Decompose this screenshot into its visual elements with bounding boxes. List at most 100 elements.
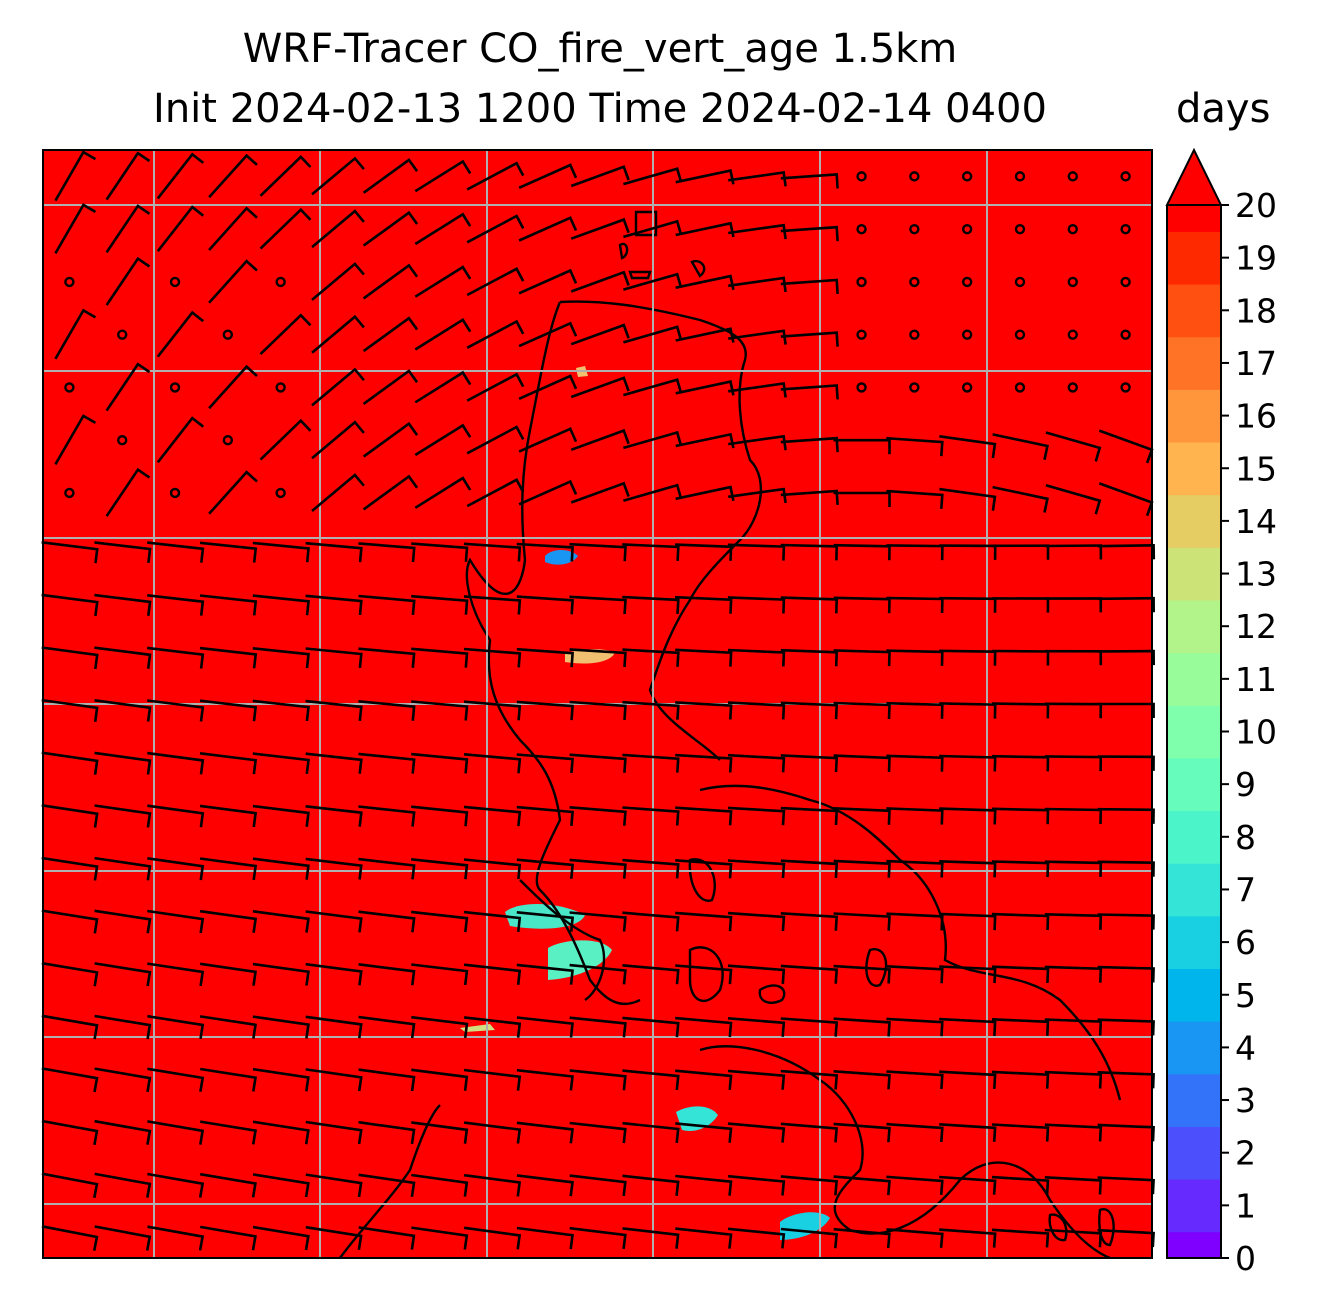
wind-barb bbox=[199, 1172, 257, 1198]
wind-barb bbox=[252, 857, 310, 880]
colorbar-tick-label: 0 bbox=[1235, 1239, 1256, 1278]
wind-barb bbox=[833, 807, 891, 825]
wind-barb bbox=[780, 173, 839, 189]
wind-barb bbox=[305, 857, 363, 880]
wind-barb bbox=[463, 1173, 522, 1197]
wind-barb bbox=[94, 699, 152, 722]
wind-barb bbox=[780, 278, 839, 294]
wind-barb bbox=[780, 912, 839, 931]
wind-barb bbox=[623, 430, 683, 450]
wind-barb bbox=[1097, 1018, 1155, 1036]
coastline-island bbox=[690, 259, 706, 278]
wind-barb bbox=[305, 962, 363, 986]
wind-barb bbox=[1044, 1176, 1103, 1195]
calm-wind-marker bbox=[1120, 223, 1131, 235]
wind-barb bbox=[622, 595, 680, 614]
colorbar-band bbox=[1167, 678, 1221, 706]
colorbar-band bbox=[1167, 205, 1221, 232]
wind-barb bbox=[414, 370, 472, 404]
wind-barb bbox=[208, 364, 258, 410]
wind-barb bbox=[728, 276, 787, 293]
wind-barb bbox=[727, 1174, 786, 1196]
calm-wind-marker bbox=[1120, 382, 1131, 393]
calm-wind-marker bbox=[909, 223, 920, 235]
calm-wind-marker bbox=[961, 329, 973, 340]
wind-barb bbox=[727, 964, 786, 984]
wind-barb bbox=[569, 1016, 627, 1038]
wind-barb bbox=[463, 805, 522, 827]
wind-barb bbox=[675, 911, 733, 932]
wind-barb bbox=[518, 268, 578, 295]
wind-barb bbox=[780, 964, 839, 984]
wind-barb bbox=[675, 1122, 733, 1143]
calm-wind-marker bbox=[169, 487, 181, 499]
wind-barb bbox=[358, 910, 416, 933]
colorbar-band bbox=[1167, 468, 1221, 496]
wind-barb bbox=[305, 1225, 363, 1251]
wind-barb bbox=[411, 752, 469, 774]
calm-wind-marker bbox=[222, 434, 234, 446]
wind-barb bbox=[147, 646, 205, 669]
wind-barb bbox=[623, 325, 683, 344]
wind-barb bbox=[411, 910, 469, 933]
wind-barb bbox=[199, 909, 258, 933]
colorbar-tick-label: 10 bbox=[1235, 713, 1277, 752]
wind-barb bbox=[1045, 431, 1102, 462]
wind-barb bbox=[570, 270, 630, 293]
calm-wind-marker bbox=[961, 276, 973, 288]
wind-barb bbox=[466, 161, 525, 191]
wind-barb bbox=[358, 700, 416, 721]
calm-wind-marker bbox=[961, 382, 973, 393]
wind-barb bbox=[570, 165, 630, 188]
wind-barb bbox=[94, 646, 152, 669]
wind-barb bbox=[675, 753, 733, 773]
wind-barb bbox=[105, 256, 151, 306]
wind-barb bbox=[675, 1227, 733, 1249]
wind-barb bbox=[463, 647, 522, 668]
colorbar-band bbox=[1167, 1021, 1221, 1048]
wind-barb bbox=[147, 1014, 205, 1040]
calm-wind-marker bbox=[909, 171, 920, 182]
colorbar-band bbox=[1167, 757, 1221, 785]
plume-patch bbox=[545, 550, 578, 565]
calm-wind-marker bbox=[275, 487, 286, 499]
wind-barb bbox=[358, 1226, 416, 1250]
wind-barb bbox=[41, 1172, 99, 1199]
colorbar-tick-label: 4 bbox=[1235, 1028, 1256, 1067]
wind-barb bbox=[675, 595, 733, 614]
wind-barb bbox=[105, 151, 151, 201]
wind-barb bbox=[466, 267, 525, 297]
wind-barb bbox=[780, 596, 839, 614]
wind-barb bbox=[991, 965, 1050, 983]
wind-barb bbox=[780, 1175, 839, 1196]
wind-barb bbox=[463, 753, 522, 774]
calm-wind-marker bbox=[64, 382, 75, 393]
wind-barb bbox=[622, 1121, 680, 1144]
wind-barb bbox=[991, 1175, 1050, 1195]
wind-barb bbox=[622, 1227, 680, 1249]
wind-barb bbox=[311, 209, 365, 249]
colorbar-tick-label: 1 bbox=[1235, 1186, 1256, 1225]
wind-barb bbox=[414, 476, 472, 509]
wind-barb bbox=[252, 1015, 310, 1039]
wind-barb bbox=[1097, 1176, 1155, 1195]
colorbar-tick-label: 14 bbox=[1235, 502, 1277, 541]
wind-barb bbox=[728, 487, 787, 504]
wind-barb bbox=[362, 421, 419, 458]
wind-barb bbox=[411, 805, 469, 827]
wind-barb bbox=[311, 262, 365, 301]
wind-barb bbox=[362, 263, 419, 300]
wind-barb bbox=[252, 962, 310, 986]
wind-barb bbox=[463, 1068, 522, 1091]
wind-barb bbox=[833, 912, 891, 931]
colorbar-tick-label: 7 bbox=[1235, 870, 1256, 909]
coastlines bbox=[339, 210, 1122, 1260]
colorbar-tick-label: 13 bbox=[1235, 555, 1277, 594]
colorbar-tick-label: 2 bbox=[1235, 1134, 1256, 1173]
wind-barb bbox=[992, 485, 1049, 513]
wind-barb bbox=[780, 859, 839, 878]
wind-barb bbox=[463, 963, 522, 985]
wind-barb bbox=[1097, 965, 1155, 983]
wind-barb bbox=[991, 912, 1050, 931]
calm-wind-marker bbox=[64, 487, 75, 499]
